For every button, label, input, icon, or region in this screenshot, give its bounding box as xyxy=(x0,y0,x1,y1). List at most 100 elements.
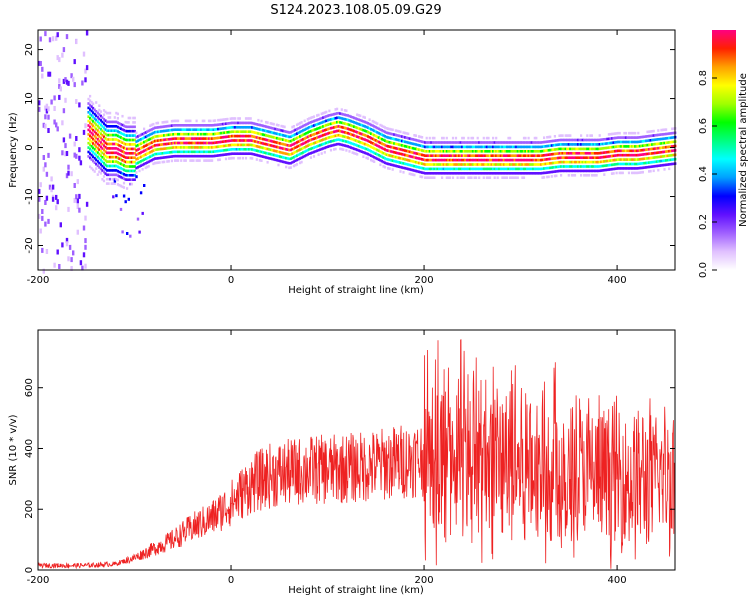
spectrogram-cell xyxy=(606,159,609,163)
spectrogram-cell xyxy=(464,172,467,175)
spectrogram-cell xyxy=(312,128,316,132)
spectrogram-cell xyxy=(593,165,597,168)
spectrogram-cell xyxy=(163,120,166,124)
spectrogram-cell xyxy=(646,130,649,134)
spectrogram-cell xyxy=(109,111,112,115)
spectrogram-cell xyxy=(42,166,45,172)
spectrogram-cell xyxy=(149,146,152,150)
spectrogram-cell xyxy=(533,136,536,140)
spectrogram-cell xyxy=(538,167,541,171)
spectrogram-cell xyxy=(652,151,655,155)
spectrogram-cell xyxy=(82,51,86,57)
spectrogram-cell xyxy=(299,148,302,151)
spectrogram-cell xyxy=(507,154,510,157)
spectrogram-cell xyxy=(152,153,155,157)
spectrogram-cell xyxy=(139,133,143,137)
spectrogram-cell xyxy=(183,150,186,154)
spectrogram-cell xyxy=(337,120,340,124)
spectrogram-cell xyxy=(288,131,291,134)
spectrogram-cell xyxy=(107,147,110,150)
spectrogram-cell xyxy=(309,116,312,120)
spectrogram-cell xyxy=(282,138,285,141)
spectrogram-cell xyxy=(617,131,620,135)
spectrogram-cell xyxy=(143,184,146,187)
spectrogram-cell xyxy=(607,163,610,167)
spectrogram-cell xyxy=(413,134,416,137)
spectrogram-cell xyxy=(166,129,169,132)
spectrogram-cell xyxy=(258,145,261,149)
spectrogram-cell xyxy=(175,128,178,131)
spectrogram-cell xyxy=(178,154,181,158)
spectrogram-cell xyxy=(119,162,122,166)
spectrogram-cell xyxy=(98,126,101,129)
spectrogram-cell xyxy=(359,141,362,144)
spectrogram-cell xyxy=(533,167,536,171)
spectrogram-cell xyxy=(38,213,41,219)
spectrogram-cell xyxy=(353,143,356,146)
spectrogram-cell xyxy=(590,138,593,142)
spectrogram-cell xyxy=(380,142,383,145)
spectrogram-cell xyxy=(493,150,496,153)
spectrogram-cell xyxy=(163,151,166,155)
spectrogram-cell xyxy=(194,141,197,145)
spectrogram-cell xyxy=(351,146,354,150)
spectrogram-cell xyxy=(297,131,300,135)
spectrogram-cell xyxy=(173,141,177,145)
spectrogram-cell xyxy=(113,155,116,159)
spectrogram-cell xyxy=(181,137,184,140)
spectrogram-cell xyxy=(170,137,173,141)
spectrogram-cell xyxy=(124,151,127,155)
spectrogram-cell xyxy=(595,165,598,168)
spectrogram-cell xyxy=(61,242,64,248)
spectrogram-cell xyxy=(402,171,405,174)
spectrogram-cell xyxy=(615,136,618,140)
spectrogram-cell xyxy=(546,149,549,152)
spectrogram-cell xyxy=(476,145,479,149)
spectrogram-cell xyxy=(580,165,583,168)
spectrogram-cell xyxy=(445,158,448,162)
spectrogram-cell xyxy=(407,154,410,158)
spectrogram-cell xyxy=(663,168,666,171)
spectrogram-cell xyxy=(374,125,377,129)
spectrogram-cell xyxy=(44,123,47,129)
spectrogram-cell xyxy=(220,123,223,126)
spectrogram-cell xyxy=(124,134,127,137)
spectrogram-cell xyxy=(539,158,543,162)
spectrogram-cell xyxy=(322,125,325,128)
spectrogram-cell xyxy=(238,156,241,160)
spectrogram-cell xyxy=(312,137,316,141)
spectrogram-cell xyxy=(610,150,614,153)
spectrogram-cell xyxy=(430,154,433,157)
spectrogram-cell xyxy=(555,156,558,160)
spectrogram-cell xyxy=(533,163,536,166)
spectrogram-cell xyxy=(323,115,326,119)
spectrogram-cell xyxy=(342,135,345,138)
spectrogram-cell xyxy=(89,152,92,155)
spectrogram-cell xyxy=(278,159,282,163)
spectrogram-cell xyxy=(623,145,626,148)
spectrogram-cell xyxy=(564,134,567,137)
spectrogram-cell xyxy=(118,144,121,147)
spectrogram-cell xyxy=(521,154,524,157)
spectrogram-cell xyxy=(643,153,646,156)
spectrogram-cell xyxy=(404,131,407,135)
spectrogram-cell xyxy=(129,174,132,177)
spectrogram-cell xyxy=(612,154,615,158)
spectrogram-cell xyxy=(561,165,564,168)
spectrogram-cell xyxy=(87,128,90,132)
spectrogram-cell xyxy=(143,149,146,153)
spectrogram-cell xyxy=(70,266,73,271)
spectrogram-cell xyxy=(263,155,266,159)
spectrogram-cell xyxy=(428,158,431,162)
spectrogram-cell xyxy=(485,154,488,157)
spectrogram-cell xyxy=(391,133,394,136)
spectrogram-cell xyxy=(121,172,124,175)
spectrogram-cell xyxy=(654,147,657,150)
spectrogram-cell xyxy=(308,130,311,133)
spectrogram-cell xyxy=(89,94,92,98)
spectrogram-cell xyxy=(624,136,627,139)
spectrogram-cell xyxy=(387,131,390,135)
spectrogram-cell xyxy=(629,145,632,148)
spectrogram-cell xyxy=(419,170,422,174)
